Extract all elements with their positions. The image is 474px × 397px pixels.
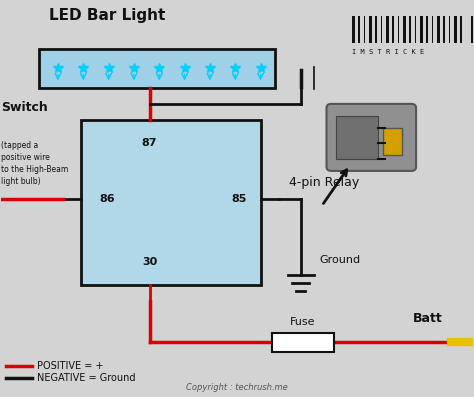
Bar [392,16,394,43]
Text: NEGATIVE = Ground: NEGATIVE = Ground [36,373,135,383]
Bar [454,16,456,43]
Text: 85: 85 [232,194,247,204]
Text: Batt: Batt [413,312,443,325]
Bar [336,116,378,159]
Text: Copyright : techrush.me: Copyright : techrush.me [186,383,288,392]
Bar [273,333,334,352]
FancyBboxPatch shape [327,104,416,171]
Text: POSITIVE = +: POSITIVE = + [36,361,103,371]
Text: Fuse: Fuse [290,317,316,327]
Text: Ground: Ground [319,254,361,265]
Text: 4-pin Relay: 4-pin Relay [289,176,359,189]
Text: Switch: Switch [1,101,48,114]
Bar [386,16,389,43]
Text: (tapped a
positive wire
to the High-Beam
light bulb): (tapped a positive wire to the High-Beam… [1,141,69,186]
Bar [364,16,365,43]
Bar [460,16,462,43]
Bar [353,16,355,43]
Text: 86: 86 [100,194,115,204]
Text: 87: 87 [142,138,157,148]
Bar [471,16,474,43]
Bar [409,16,411,43]
Bar [375,16,377,43]
Bar [420,16,423,43]
Bar [432,16,433,43]
Bar [369,16,372,43]
Bar [383,127,402,155]
Bar [39,49,275,88]
Bar [426,16,428,43]
Bar [443,16,445,43]
Bar [448,16,449,43]
Bar [438,16,439,43]
Bar [465,16,466,43]
Text: I M S T R I C K E: I M S T R I C K E [353,50,425,56]
Bar [358,16,360,43]
Bar [82,119,261,285]
Text: LED Bar Light: LED Bar Light [48,8,165,23]
Bar [403,16,406,43]
Bar [398,16,399,43]
Text: 30: 30 [142,256,157,266]
Bar [381,16,382,43]
Bar [415,16,416,43]
